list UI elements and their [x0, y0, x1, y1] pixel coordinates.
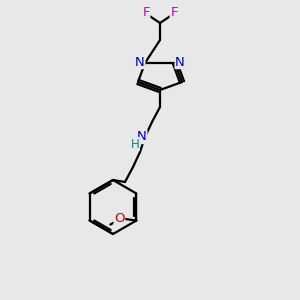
- Text: N: N: [135, 56, 145, 68]
- Text: N: N: [175, 56, 185, 68]
- Text: H: H: [130, 137, 140, 151]
- Text: N: N: [137, 130, 147, 143]
- Text: O: O: [114, 212, 124, 225]
- Text: F: F: [170, 7, 178, 20]
- Text: F: F: [142, 7, 150, 20]
